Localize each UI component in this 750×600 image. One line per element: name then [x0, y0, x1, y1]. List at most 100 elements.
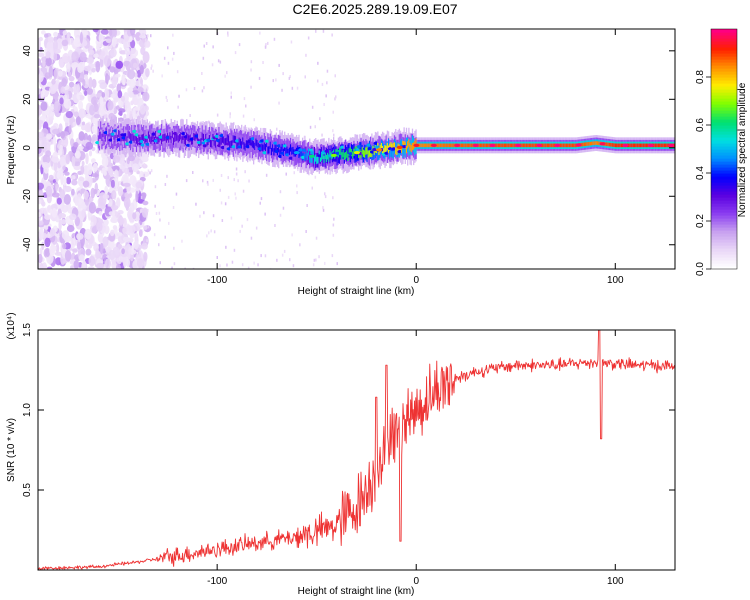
heatmap-cell — [175, 133, 177, 142]
heatmap-cell — [288, 76, 291, 80]
heatmap-cell — [259, 31, 261, 35]
heatmap-cell — [131, 163, 139, 173]
heatmap-cell — [287, 140, 289, 156]
heatmap-cell — [119, 130, 121, 138]
heatmap-cell — [72, 121, 76, 127]
heatmap-cell — [362, 149, 365, 157]
heatmap-cell — [237, 141, 239, 149]
heatmap-cell — [239, 138, 242, 147]
heatmap-cell — [219, 60, 222, 64]
snr-frame — [37, 329, 676, 571]
heatmap-cell — [38, 228, 44, 241]
heatmap-cell — [278, 63, 280, 67]
heatmap-cell — [195, 202, 197, 206]
heatmap-cell — [129, 225, 136, 234]
heatmap-cell — [346, 150, 348, 158]
heatmap-cell — [289, 75, 291, 78]
heatmap-cell — [332, 110, 334, 114]
heatmap-cell — [181, 239, 183, 243]
heatmap-cell — [512, 143, 514, 148]
heatmap-cell — [235, 196, 237, 200]
heatmap-cell — [64, 185, 72, 193]
colorbar-step — [711, 233, 737, 237]
heatmap-cell — [159, 261, 161, 265]
heatmap-cell — [216, 256, 218, 259]
heatmap-cell — [105, 38, 112, 44]
heatmap-cell — [149, 171, 151, 175]
heatmap-cell — [563, 143, 565, 148]
colorbar-step — [711, 47, 737, 51]
heatmap-cell — [250, 60, 253, 64]
heatmap-cell — [250, 137, 252, 146]
heatmap-cell — [219, 264, 221, 268]
heatmap-cell — [194, 133, 196, 142]
heatmap-cell — [230, 91, 232, 95]
heatmap-cell — [334, 74, 336, 78]
heatmap-cell — [666, 143, 668, 148]
heatmap-cell — [164, 133, 166, 141]
heatmap-cell — [150, 34, 152, 38]
heatmap-cell — [296, 191, 298, 195]
heatmap-cell — [327, 152, 329, 160]
heatmap-cell — [67, 55, 71, 63]
heatmap-cell — [141, 207, 149, 218]
heatmap-cell — [291, 233, 293, 237]
heatmap-cell — [568, 143, 570, 148]
heatmap-cell — [668, 143, 675, 147]
heatmap-cell — [599, 142, 606, 146]
heatmap-cell — [39, 207, 47, 214]
heatmap-cell — [411, 142, 414, 151]
heatmap-cell — [421, 143, 423, 148]
heatmap-y-tick-label: 0 — [22, 145, 33, 151]
heatmap-cell — [522, 143, 525, 148]
heatmap-cell — [59, 156, 65, 167]
heatmap-cell — [64, 250, 72, 262]
heatmap-cell — [108, 211, 115, 216]
heatmap-cell — [324, 195, 327, 199]
colorbar-step — [711, 206, 737, 210]
heatmap-cell — [607, 142, 610, 147]
heatmap-cell — [100, 109, 108, 115]
heatmap-cell — [41, 162, 50, 169]
heatmap-cell — [105, 246, 112, 253]
heatmap-cell — [103, 131, 105, 140]
heatmap-cell — [499, 143, 501, 148]
heatmap-cell — [53, 39, 58, 52]
heatmap-cell — [391, 143, 393, 151]
heatmap-cell — [55, 183, 60, 189]
heatmap-cell — [496, 143, 498, 148]
heatmap-cell — [534, 143, 537, 148]
heatmap-cell — [110, 93, 116, 99]
heatmap-cell — [84, 122, 91, 133]
colorbar-tick-label: 0.0 — [695, 262, 706, 276]
heatmap-cell — [265, 43, 267, 46]
heatmap-cell — [426, 143, 428, 148]
heatmap-cell — [59, 189, 66, 199]
heatmap-cell — [227, 33, 229, 37]
heatmap-cell — [97, 135, 100, 143]
heatmap-cell — [149, 134, 151, 142]
heatmap-cell — [663, 143, 666, 148]
heatmap-cell — [48, 66, 54, 78]
heatmap-cell — [124, 100, 131, 113]
heatmap-cell — [133, 135, 135, 143]
heatmap-cell — [123, 182, 131, 187]
heatmap-cell — [254, 142, 256, 150]
heatmap-cell — [258, 76, 261, 80]
heatmap-cell — [49, 244, 56, 256]
heatmap-cell — [393, 142, 396, 150]
heatmap-cell — [140, 34, 142, 38]
heatmap-cell — [583, 142, 586, 147]
heatmap-cell — [125, 47, 131, 57]
heatmap-cell — [376, 148, 383, 152]
heatmap-cell — [380, 142, 383, 151]
heatmap-cell — [82, 180, 90, 188]
heatmap-cell — [116, 232, 123, 237]
heatmap-cell — [554, 143, 561, 147]
heatmap-cell — [259, 201, 261, 205]
heatmap-cell — [622, 143, 629, 147]
heatmap-cell — [267, 41, 269, 45]
snr-y-tick-label: 1.5 — [22, 323, 33, 337]
heatmap-cell — [317, 156, 319, 164]
heatmap-cell — [95, 60, 101, 73]
